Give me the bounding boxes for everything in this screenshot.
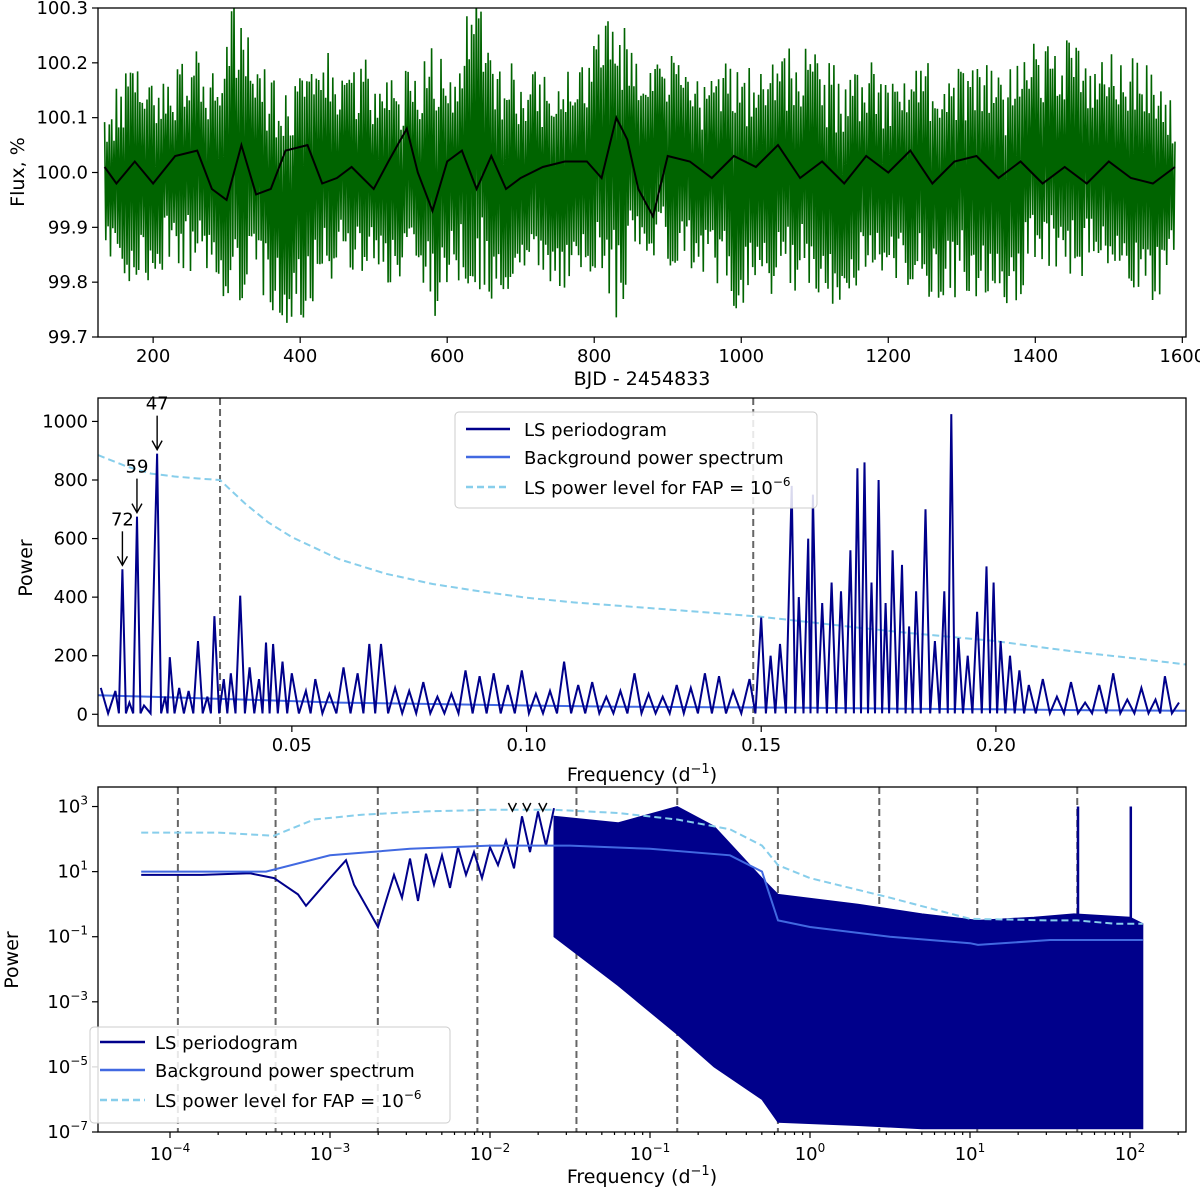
- annotation-label: 72: [111, 509, 134, 530]
- periodogram-log-panel: 10−4 10−3 10−2 10−1 100 101 102 10−7 10−5 10−3 10−…: [1, 786, 1187, 1188]
- periodogram-log-ylabel: Power: [1, 931, 23, 989]
- x-tick-label: 101: [955, 1141, 986, 1165]
- y-tick-label: 103: [57, 794, 88, 818]
- y-tick-label: 100.1: [36, 108, 88, 129]
- x-tick-label: 1600: [1159, 346, 1200, 367]
- legend-box: [454, 411, 818, 509]
- lightcurve-smoothed-line: [103, 114, 1176, 220]
- periodogram-log-ls-noise-band: [553, 805, 1144, 1130]
- periodogram-linear-ls-line: [99, 414, 1180, 718]
- legend-label-background: Background power spectrum: [155, 1061, 415, 1082]
- y-tick-label: 200: [54, 646, 88, 667]
- peak-marker: [522, 802, 532, 813]
- lightcurve-panel: 200 400 600 800 1000 1200 1400 1600 99.7 99.8 99.9…: [7, 0, 1200, 390]
- y-tick-label: 400: [54, 587, 88, 608]
- x-tick-label: 600: [430, 346, 464, 367]
- legend-label-ls: LS periodogram: [155, 1033, 298, 1054]
- x-tick-label: 10−2: [470, 1141, 511, 1165]
- legend-label-fap: LS power level for FAP = 10−6: [155, 1088, 422, 1112]
- legend-label-background: Background power spectrum: [524, 448, 784, 469]
- periodogram-linear-ylabel: Power: [15, 539, 37, 597]
- x-tick-label: 10−3: [310, 1141, 351, 1165]
- y-tick-label: 0: [77, 704, 88, 725]
- lightcurve-plot-area: [103, 8, 1176, 323]
- periodogram-log-ticks: 10−4 10−3 10−2 10−1 100 101 102 10−7 10−5 10−3 10−…: [47, 794, 1179, 1165]
- y-tick-label: 10−5: [47, 1054, 88, 1078]
- annotation-label: 47: [146, 394, 169, 415]
- y-tick-label: 99.9: [48, 217, 88, 238]
- x-tick-label: 1000: [718, 346, 764, 367]
- x-tick-label: 10−4: [150, 1141, 191, 1165]
- lightcurve-raw-series: [103, 8, 1176, 323]
- x-tick-label: 100: [795, 1141, 826, 1165]
- x-tick-label: 102: [1115, 1141, 1146, 1165]
- y-tick-label: 100.0: [36, 163, 88, 184]
- peak-marker: [538, 802, 548, 813]
- y-tick-label: 10−7: [47, 1119, 88, 1143]
- y-tick-label: 10−1: [47, 924, 88, 948]
- legend-box: [89, 1026, 451, 1124]
- y-tick-label: 600: [54, 529, 88, 550]
- periodogram-linear-legend: LS periodogram Background power spectrum…: [454, 411, 818, 509]
- x-tick-label: 200: [136, 346, 170, 367]
- x-tick-label: 0.20: [976, 735, 1016, 756]
- annotation-arrowhead: [151, 440, 163, 452]
- y-tick-label: 100.3: [36, 0, 88, 19]
- periodogram-linear-annotations: 47 59 72: [111, 394, 169, 567]
- periodogram-linear-fap-line: [98, 454, 1186, 666]
- periodogram-linear-panel: 0.05 0.10 0.15 0.20 0 200 400 600 800 1000 47 59 72…: [15, 394, 1187, 786]
- x-tick-label: 1400: [1012, 346, 1058, 367]
- periodogram-linear-axes-frame: [97, 397, 1187, 727]
- legend-label-fap: LS power level for FAP = 10−6: [524, 475, 791, 499]
- y-tick-label: 99.8: [48, 272, 88, 293]
- y-tick-label: 100.2: [36, 53, 88, 74]
- x-tick-label: 400: [283, 346, 317, 367]
- lightcurve-ylabel: Flux, %: [7, 137, 29, 207]
- x-tick-label: 0.10: [506, 735, 546, 756]
- x-tick-label: 0.05: [272, 735, 312, 756]
- periodogram-log-axes-frame: [97, 786, 1187, 1133]
- periodogram-linear-ticks: 0.05 0.10 0.15 0.20 0 200 400 600 800 1000: [42, 411, 1016, 756]
- x-tick-label: 0.15: [741, 735, 781, 756]
- x-tick-label: 800: [577, 346, 611, 367]
- periodogram-log-legend: LS periodogram Background power spectrum…: [89, 1026, 451, 1124]
- periodogram-log-fap-line: [141, 808, 1143, 925]
- periodogram-log-xlabel: Frequency (d−1): [567, 1164, 717, 1188]
- periodogram-log-ls-spikes: [1076, 806, 1133, 953]
- periodogram-linear-plot-area: [98, 398, 1186, 726]
- annotation-label: 59: [126, 457, 149, 478]
- periodogram-log-peak-markers: [507, 802, 548, 813]
- periodogram-log-background-line: [141, 844, 1143, 946]
- y-tick-label: 99.7: [48, 327, 88, 348]
- x-tick-label: 10−1: [630, 1141, 671, 1165]
- annotation-arrowhead: [131, 503, 143, 515]
- y-tick-label: 10−3: [47, 989, 88, 1013]
- peak-marker: [507, 802, 518, 813]
- lightcurve-raw-line: [103, 8, 1176, 323]
- y-tick-label: 800: [54, 470, 88, 491]
- y-tick-label: 101: [57, 859, 88, 883]
- lightcurve-ticks: 200 400 600 800 1000 1200 1400 1600 99.7 99.8 99.9…: [36, 0, 1200, 367]
- y-tick-label: 1000: [42, 411, 88, 432]
- legend-label-ls: LS periodogram: [524, 420, 667, 441]
- periodogram-linear-xlabel: Frequency (d−1): [567, 762, 717, 786]
- x-tick-label: 1200: [865, 346, 911, 367]
- annotation-arrowhead: [116, 555, 129, 567]
- lightcurve-xlabel: BJD - 2454833: [574, 368, 711, 390]
- periodogram-log-ls-line: [141, 807, 555, 930]
